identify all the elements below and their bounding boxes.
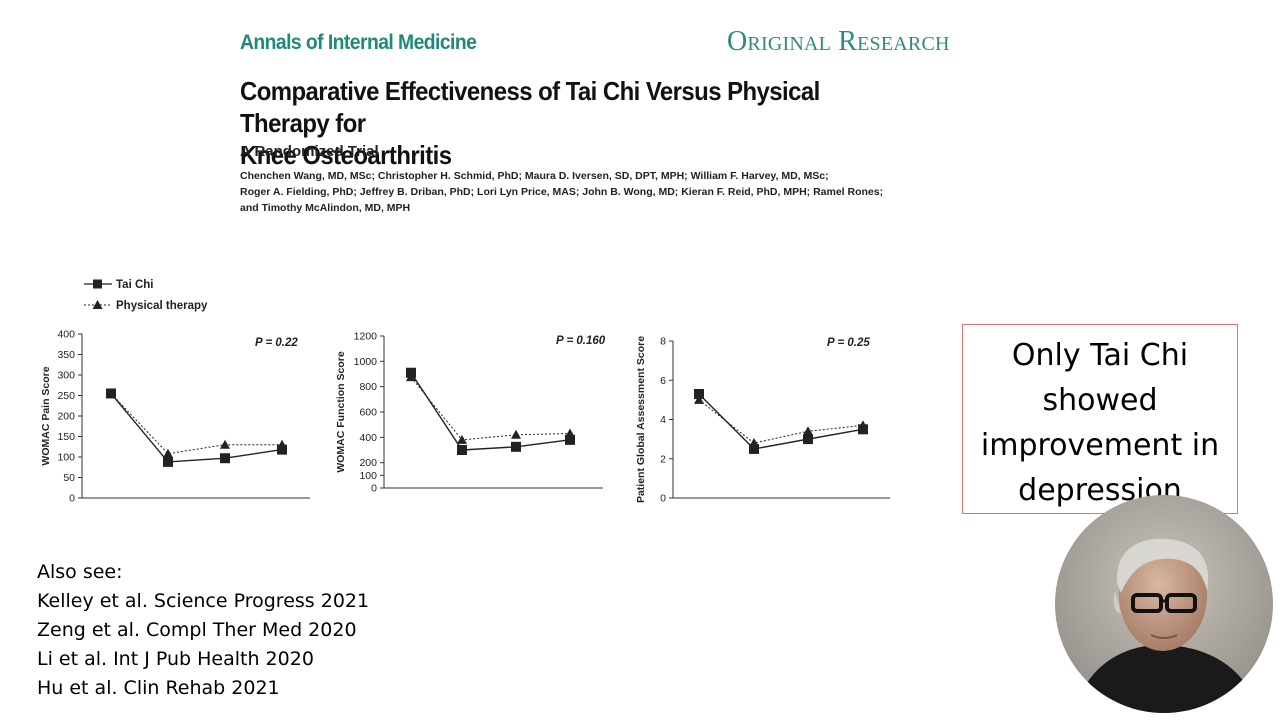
y-tick-label: 0 [660,493,666,505]
chart-legend: Tai Chi Physical therapy [84,279,208,312]
y-axis-label: Patient Global Assessment Score [635,336,647,503]
data-point-tai-chi [457,445,467,455]
y-tick-label: 0 [69,493,75,505]
y-tick-label: 200 [57,411,75,423]
legend-marker-tai-chi [93,279,102,289]
data-point-physical-therapy [277,439,287,449]
data-point-tai-chi [803,434,813,445]
y-tick-label: 400 [57,329,75,341]
y-tick-label: 1000 [354,356,378,368]
p-value-label: P = 0.22 [255,337,298,349]
callout-box: Only Tai Chi showed improvement in depre… [962,324,1238,514]
reference-item: Hu et al. Clin Rehab 2021 [37,677,280,699]
callout-line: Only Tai Chi [1011,338,1189,373]
data-point-physical-therapy [457,434,467,444]
data-point-physical-therapy [220,439,230,449]
data-point-tai-chi [220,453,230,464]
data-point-tai-chi [277,444,287,455]
reference-item: Zeng et al. Compl Ther Med 2020 [37,619,357,641]
author-line: Roger A. Fielding, PhD; Jeffrey B. Driba… [240,186,884,198]
series-line-tai-chi [410,372,571,451]
journal-name: Annals of Internal Medicine [240,31,477,54]
reference-item: Kelley et al. Science Progress 2021 [37,590,370,612]
y-tick-label: 150 [57,431,75,443]
legend-label-tai-chi: Tai Chi [116,279,153,291]
y-tick-label: 4 [660,414,666,426]
author-line: and Timothy McAlindon, MD, MPH [240,202,411,214]
author-line: Chenchen Wang, MD, MSc; Christopher H. S… [240,170,829,182]
y-tick-label: 400 [359,432,377,444]
series-line-physical-therapy [698,399,864,444]
title-line-2: Knee Osteoarthritis [240,140,452,170]
presenter-webcam [1055,495,1273,713]
data-point-tai-chi [749,443,759,454]
legend-label-physical-therapy: Physical therapy [116,300,208,312]
data-point-physical-therapy [694,394,704,404]
series-line-tai-chi [698,393,864,450]
callout-line: showed [1042,383,1158,418]
callout-line: improvement in [980,428,1220,463]
y-tick-label: 2 [660,453,666,465]
y-tick-label: 8 [660,336,666,348]
data-point-physical-therapy [106,388,116,398]
y-tick-label: 6 [660,375,666,387]
series-line-physical-therapy [110,393,282,455]
data-point-physical-therapy [511,429,521,439]
presenter-image [1055,495,1273,713]
author-list: Chenchen Wang, MD, MSc; Christopher H. S… [240,168,1000,216]
data-point-physical-therapy [803,426,813,436]
title-line-1: Comparative Effectiveness of Tai Chi Ver… [240,76,820,138]
p-value-label: P = 0.25 [827,337,870,349]
also-see-heading: Also see: [37,561,123,583]
y-tick-label: 100 [359,470,377,482]
y-axis-label: WOMAC Function Score [335,351,347,472]
series-line-physical-therapy [410,376,571,441]
data-point-physical-therapy [858,420,868,430]
data-point-physical-therapy [406,372,416,382]
data-point-physical-therapy [565,428,575,438]
p-value-label: P = 0.160 [556,335,606,347]
article-subtitle: A Randomized Trial [240,143,379,160]
y-tick-label: 800 [359,381,377,393]
data-point-tai-chi [694,388,704,399]
y-tick-label: 1200 [354,331,378,343]
data-point-tai-chi [565,434,575,445]
y-tick-label: 50 [63,472,75,484]
series-line-tai-chi [110,393,283,463]
legend-marker-physical-therapy [92,300,103,309]
charts-figure: Tai Chi Physical therapy 050100150200250… [40,279,890,505]
y-tick-label: 100 [57,452,75,464]
y-tick-label: 250 [57,390,75,402]
article-title: Comparative Effectiveness of Tai Chi Ver… [240,75,884,171]
also-see-list: Also see: Kelley et al. Science Progress… [37,558,369,703]
data-point-tai-chi [163,456,173,467]
chart-panel: 0 2 4 6 8 Patient Global Assessment Score P = … [635,336,890,505]
y-tick-label: 350 [57,349,75,361]
data-point-physical-therapy [163,448,173,458]
y-tick-label: 600 [359,407,377,419]
chart-panel: 0 50 100 150 200 250 300 350 400 WOMAC Pain Score… [40,329,310,505]
y-tick-label: 0 [371,483,377,495]
y-tick-label: 300 [57,370,75,382]
y-axis-label: WOMAC Pain Score [40,366,52,465]
data-point-physical-therapy [749,438,759,448]
y-tick-label: 200 [359,457,377,469]
reference-item: Li et al. Int J Pub Health 2020 [37,648,314,670]
data-point-tai-chi [511,441,521,452]
section-label: Original Research [727,26,950,57]
